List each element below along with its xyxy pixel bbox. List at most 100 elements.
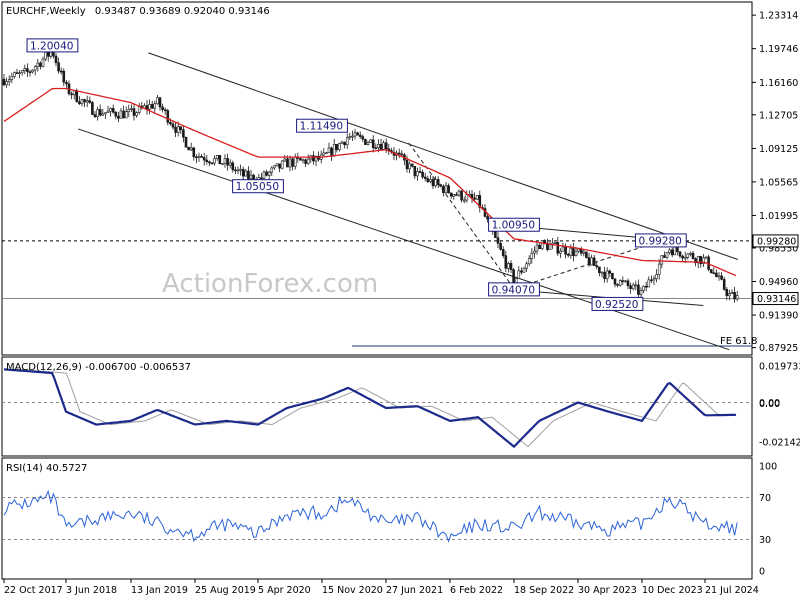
candle [525,263,528,269]
candle [361,136,365,140]
candle [595,265,599,268]
candle [273,165,276,169]
candle [132,108,136,116]
rsi-tick-label: 100 [759,462,777,473]
candle [166,110,170,123]
candle [509,263,513,270]
candle [637,284,640,295]
candle [187,146,190,151]
candle [78,101,81,105]
candle [475,195,479,200]
annotation-label: 0.94070 [492,284,535,296]
candle [725,289,729,297]
candle [213,158,216,164]
candle [715,272,718,277]
candle [184,136,188,148]
candle [122,110,125,119]
candle [501,249,505,257]
candle [527,258,531,265]
x-tick-label: 15 Nov 2020 [322,585,383,596]
candle [247,170,250,180]
candle [644,285,648,288]
watermark: ActionForex.com [162,269,378,299]
candle [70,93,73,96]
candle [353,132,357,137]
candle [13,72,16,77]
x-tick-label: 21 Jul 2024 [705,585,759,596]
candle [494,231,497,239]
candle [23,68,27,71]
candle [288,158,292,168]
level-price-tag: 0.99280 [757,236,796,247]
candle [283,158,287,162]
candle [148,104,151,110]
candle [587,257,591,266]
macd-tick-label: -0.021424 [759,437,800,448]
candle [592,257,596,266]
candle [717,275,721,278]
candle [106,110,110,113]
candle [36,62,40,68]
candle [452,194,456,197]
candle [161,106,164,110]
price-annotation: 1.00950 [488,217,540,232]
candle [652,278,656,281]
candle [577,248,580,252]
candle [135,112,138,116]
candle [574,250,578,257]
x-tick-label: 25 Aug 2019 [195,585,256,596]
candle [205,159,209,163]
candle [98,109,102,116]
candle [72,90,76,96]
candle [590,257,593,266]
candle [676,246,679,253]
price-annotation: 1.20040 [26,38,79,53]
candle [600,271,604,274]
candle [603,271,606,280]
candle [26,68,29,73]
candle [663,255,666,258]
candle [556,242,560,254]
candle [176,126,180,133]
candle [189,147,193,151]
candle [605,270,609,280]
x-tick-label: 6 Feb 2022 [450,585,503,596]
candle [621,280,625,282]
candle [629,285,632,289]
upper-channel-line [148,52,739,260]
candle [80,99,84,105]
candle [678,251,682,257]
candle [696,256,700,264]
candle [548,244,552,250]
candle [57,62,60,72]
candle [465,194,469,201]
candle [655,274,658,279]
candle [598,266,601,273]
price-tick-label: 1.19746 [759,44,798,55]
candle [327,147,331,154]
x-tick-label: 22 Oct 2017 [4,585,63,596]
macd-title: MACD(12,26,9) -0.006700 -0.006537 [6,362,191,373]
annotation-box [232,179,284,194]
lower-channel-line [78,128,730,351]
candle [436,179,440,185]
fe-label: FE 61.8 [720,336,758,347]
candle [668,249,671,253]
macd-tick-label: 0.019733 [759,362,800,373]
x-tick-label: 3 Jun 2018 [66,585,117,596]
candle [208,161,211,164]
annotation-label: 0.92520 [595,299,638,311]
price-annotation: 0.99280 [634,233,687,248]
candle [28,71,32,74]
candle [20,70,24,74]
candle [83,99,86,103]
candle [730,292,734,294]
candle [559,250,562,254]
candle [197,156,201,158]
candle [10,76,14,80]
candle [156,97,159,105]
candle [665,252,669,258]
rsi-title: RSI(14) 40.5727 [6,463,87,474]
candle [340,141,344,144]
candle [239,168,242,171]
